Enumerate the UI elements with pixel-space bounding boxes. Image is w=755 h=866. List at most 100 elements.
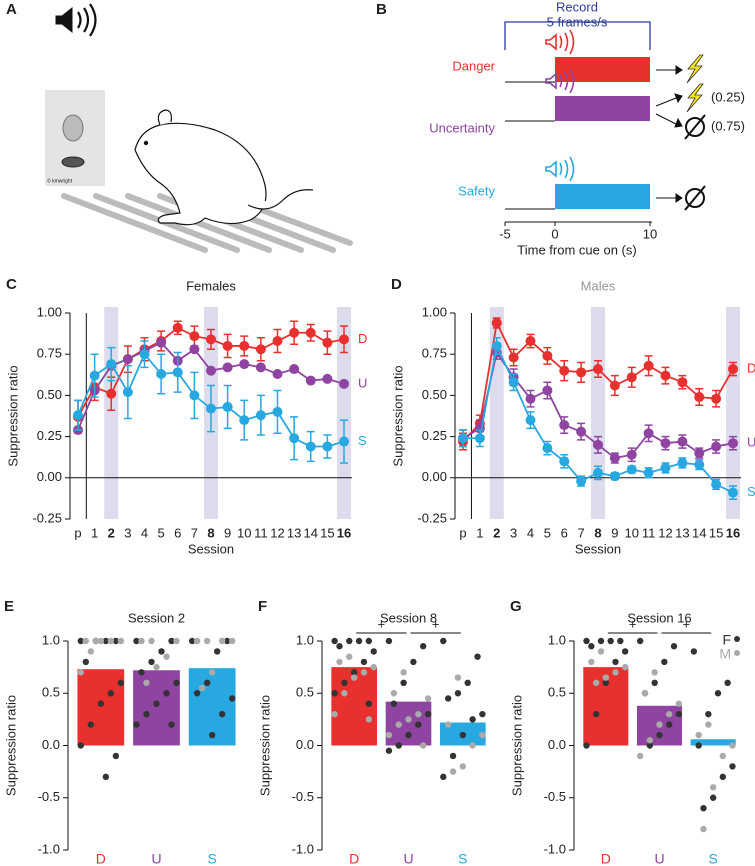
- dot: [350, 669, 358, 676]
- x-tick-label: D: [601, 851, 611, 866]
- dot: [405, 731, 412, 739]
- x-axis-label: Session: [188, 541, 234, 556]
- cue-label: Uncertainty: [429, 120, 495, 135]
- point: [222, 362, 233, 373]
- point: [339, 436, 349, 447]
- point: [172, 367, 183, 378]
- x-tick-label: S: [207, 851, 216, 866]
- y-tick-label: 0.50: [422, 387, 447, 402]
- bar: [690, 739, 736, 746]
- x-tick-label: 2: [493, 525, 500, 540]
- panel-letter: F: [258, 598, 267, 615]
- x-tick-label: D: [349, 851, 359, 866]
- dot: [107, 637, 115, 645]
- point: [728, 487, 738, 498]
- dot: [469, 716, 476, 723]
- series-label: U: [747, 435, 755, 450]
- x-tick-label: 11: [642, 525, 656, 540]
- point: [626, 449, 637, 460]
- dot: [77, 637, 84, 645]
- dot: [168, 721, 175, 728]
- point: [694, 448, 705, 459]
- panel-letter: C: [6, 276, 17, 293]
- dot: [588, 643, 595, 650]
- highlight-band: [337, 307, 351, 519]
- dot: [719, 773, 727, 781]
- point: [255, 410, 266, 421]
- legend-label: F: [722, 632, 731, 648]
- dot: [133, 637, 140, 645]
- dot: [360, 658, 368, 666]
- dot: [203, 637, 211, 645]
- point: [593, 364, 603, 375]
- x-axis-label: Session: [575, 541, 621, 556]
- dot: [469, 742, 476, 749]
- point: [272, 406, 283, 417]
- dot: [479, 731, 486, 739]
- dot: [173, 637, 180, 645]
- chart-title: Session 16: [627, 610, 691, 625]
- y-tick-label: 0.75: [422, 346, 447, 361]
- dot: [148, 637, 155, 645]
- x-tick-label: 12: [658, 525, 672, 540]
- point: [643, 428, 654, 439]
- dot: [646, 742, 654, 749]
- dot: [459, 763, 467, 770]
- dot: [350, 674, 358, 681]
- series-label: D: [358, 331, 367, 346]
- dot: [651, 669, 658, 676]
- y-tick-label: 1.0: [548, 632, 566, 647]
- point: [525, 415, 536, 426]
- y-tick-label: 0.25: [422, 428, 447, 443]
- record-rate: 5 frames/s: [547, 14, 608, 29]
- y-tick-label: 0.25: [37, 428, 62, 443]
- bar: [385, 701, 432, 746]
- time-tick-label: 10: [643, 226, 657, 241]
- point: [711, 393, 722, 404]
- dot: [729, 742, 736, 749]
- dot: [700, 825, 707, 833]
- x-tick-label: 16: [726, 525, 740, 540]
- x-tick-label: U: [403, 851, 413, 866]
- point: [508, 352, 519, 363]
- y-tick-label: 0.0: [42, 737, 60, 752]
- point: [711, 479, 722, 490]
- dot: [82, 658, 90, 666]
- dot: [97, 700, 105, 707]
- dot: [97, 637, 105, 645]
- x-tick-label: S: [708, 851, 717, 866]
- y-tick-label: 0.5: [42, 685, 60, 700]
- dot: [444, 721, 452, 728]
- dot: [464, 679, 471, 686]
- point: [593, 439, 603, 450]
- point: [559, 420, 570, 431]
- chart-title: Session 8: [380, 610, 437, 625]
- dot: [454, 690, 462, 697]
- cue-timelines: [505, 57, 650, 210]
- point: [89, 370, 100, 381]
- dot: [213, 648, 221, 655]
- dot: [143, 679, 150, 686]
- point: [255, 344, 266, 355]
- dot: [636, 637, 644, 645]
- dot: [360, 669, 368, 676]
- dot: [365, 716, 373, 723]
- y-tick-label: -1.0: [38, 841, 60, 856]
- point: [305, 375, 316, 386]
- legend-label: M: [719, 646, 731, 662]
- dot: [400, 669, 407, 676]
- y-tick-label: -0.5: [292, 789, 314, 804]
- dot: [636, 752, 644, 760]
- dot: [474, 653, 481, 660]
- point: [322, 441, 333, 452]
- dot: [173, 679, 180, 686]
- x-tick-label: p: [74, 525, 81, 540]
- dot: [107, 690, 115, 697]
- dot: [695, 742, 702, 749]
- point: [239, 415, 250, 426]
- dot: [193, 637, 201, 645]
- x-tick-label: D: [96, 851, 106, 866]
- probability: (0.75): [711, 118, 745, 133]
- dot: [641, 690, 649, 697]
- dot: [705, 710, 712, 718]
